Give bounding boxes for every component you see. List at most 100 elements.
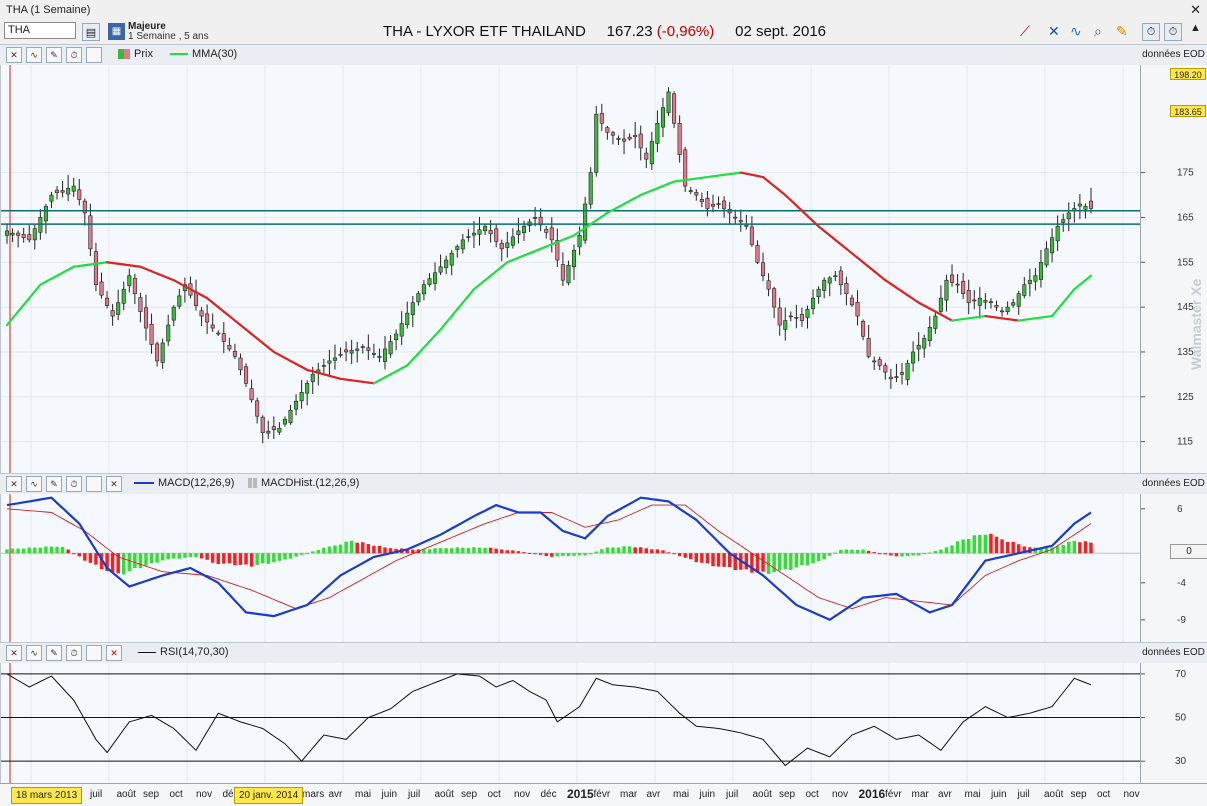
alert-icon[interactable]: ⏱: [1142, 23, 1160, 41]
ma30-segment: [411, 352, 420, 361]
macd-hist-bar: [199, 553, 204, 559]
ma30-segment: [895, 286, 904, 293]
ma30-segment: [845, 247, 854, 255]
candle: [1016, 290, 1021, 315]
candle: [1044, 241, 1049, 268]
draw-line-icon[interactable]: ⟋: [1020, 23, 1030, 39]
candle: [77, 178, 82, 206]
macd-hist-bar: [21, 548, 26, 554]
macd-hist-bar: [816, 553, 821, 562]
settings-icon[interactable]: ✕: [6, 47, 22, 63]
macd-hist-bar: [661, 550, 665, 554]
ma30-segment: [912, 297, 920, 304]
alerts-icon[interactable]: ⏱: [66, 645, 82, 661]
macd-hist-bar: [71, 553, 76, 555]
rsi-plot[interactable]: [0, 663, 1141, 783]
candle: [872, 356, 877, 370]
indicator-icon[interactable]: ∿: [1070, 23, 1082, 39]
maximize-icon[interactable]: [86, 47, 102, 63]
legend-macd-swatch: [134, 482, 154, 485]
candle: [360, 344, 365, 354]
close-icon[interactable]: ✕: [1190, 2, 1201, 17]
macd-hist-bar: [33, 547, 37, 554]
macd-plot[interactable]: [0, 494, 1141, 642]
ma30-segment: [483, 274, 492, 282]
macd-hist-bar: [1089, 542, 1093, 554]
macd-hist-bar: [83, 553, 87, 561]
maximize-icon[interactable]: [86, 645, 102, 661]
candle: [416, 290, 421, 306]
candle: [55, 186, 60, 200]
macd-hist-bar: [766, 553, 771, 574]
macd-hist-bar: [288, 553, 293, 559]
legend-ma-swatch: [170, 53, 188, 56]
legend-price: Prix: [118, 48, 153, 60]
macd-hist-bar: [638, 547, 643, 554]
book-icon[interactable]: ▤: [82, 23, 100, 41]
list-icon: ▦: [108, 23, 125, 40]
macd-hist-bar: [94, 553, 98, 565]
list-selector[interactable]: ▦ Majeure 1 Semaine , 5 ans: [108, 22, 216, 42]
settings-icon[interactable]: ✕: [6, 476, 22, 492]
macd-hist-bar: [433, 548, 437, 554]
candle: [377, 348, 382, 363]
price-plot[interactable]: [0, 65, 1141, 473]
candle: [583, 196, 588, 244]
macd-hist-bar: [149, 553, 154, 564]
candle: [788, 311, 793, 322]
macd-hist-bar: [516, 551, 521, 554]
macd-hist-bar: [88, 553, 93, 563]
draw-tool-icon[interactable]: ✎: [46, 47, 62, 63]
ma30-segment: [456, 301, 464, 311]
macd-hist-bar: [277, 553, 282, 561]
candle: [616, 135, 621, 145]
candle: [772, 286, 777, 319]
tools-icon[interactable]: ✕: [1048, 23, 1060, 39]
candle: [538, 208, 543, 232]
collapse-icon[interactable]: ▲: [1190, 22, 1201, 34]
alerts-icon[interactable]: ⏱: [66, 47, 82, 63]
macd-hist-bar: [1078, 542, 1082, 554]
macd-hist-bar: [978, 534, 982, 554]
ma30-segment: [5, 317, 14, 327]
pencil-icon[interactable]: ✎: [1116, 23, 1128, 39]
time-axis-label: juil: [726, 789, 739, 800]
indicator-add-icon[interactable]: ∿: [26, 645, 42, 661]
draw-tool-icon[interactable]: ✎: [46, 645, 62, 661]
rsi-axis: 70 50 30: [1140, 663, 1207, 783]
maximize-icon[interactable]: [86, 476, 102, 492]
candle: [688, 187, 693, 195]
candle: [210, 313, 215, 332]
time-axis-label: nov: [1123, 789, 1140, 800]
chart-title: THA - LYXOR ETF THAILAND: [383, 23, 586, 40]
alert-add-icon[interactable]: ⏱: [1164, 23, 1182, 41]
draw-tool-icon[interactable]: ✎: [46, 476, 62, 492]
ma30-segment: [795, 204, 804, 212]
ma30-segment: [417, 346, 426, 355]
symbol-input[interactable]: THA: [4, 22, 76, 39]
macd-hist-bar: [260, 553, 265, 564]
settings-icon[interactable]: ✕: [6, 645, 22, 661]
ma30-segment: [445, 314, 453, 324]
candle: [421, 279, 426, 301]
candle: [933, 311, 938, 334]
candle: [388, 335, 393, 358]
macd-hist-bar: [500, 549, 504, 554]
rsi-line: [6, 673, 1092, 767]
indicator-add-icon[interactable]: ∿: [26, 47, 42, 63]
macd-hist-bar: [989, 533, 993, 554]
zoom-icon[interactable]: ⌕: [1094, 23, 1102, 39]
macd-hist-bar: [1061, 545, 1065, 554]
candle: [1072, 202, 1077, 223]
candle: [177, 288, 182, 310]
macd-hist-bar: [466, 548, 471, 554]
alerts-icon[interactable]: ⏱: [66, 476, 82, 492]
close-panel-icon[interactable]: ✕: [106, 645, 122, 661]
candle: [49, 191, 54, 209]
macd-line: [6, 496, 1092, 622]
candle: [121, 281, 126, 311]
candle: [232, 343, 237, 359]
close-panel-icon[interactable]: ✕: [106, 476, 122, 492]
indicator-add-icon[interactable]: ∿: [26, 476, 42, 492]
macd-hist-bar: [922, 553, 926, 555]
